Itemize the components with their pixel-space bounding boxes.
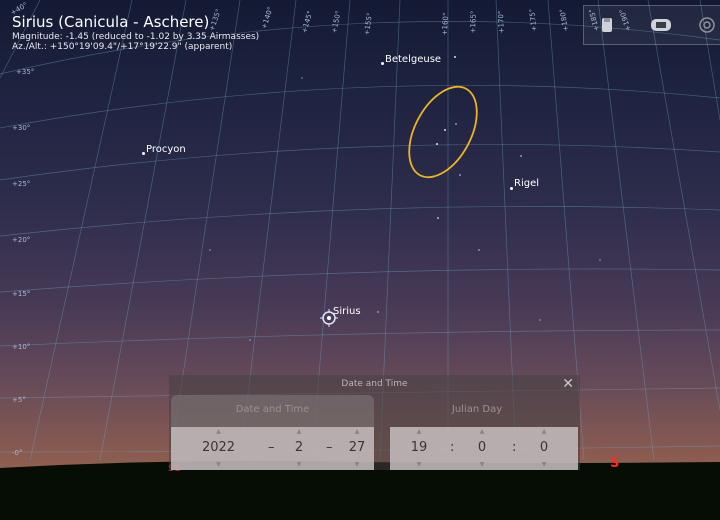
month-down-arrow-icon[interactable]: ▼ [296, 461, 302, 468]
second-up-arrow-icon[interactable]: ▲ [541, 428, 547, 435]
altitude-tick: +10° [12, 343, 31, 351]
day-value[interactable]: 27 [348, 440, 366, 455]
star-rigel[interactable] [510, 187, 513, 190]
object-info-panel: Sirius (Canicula - Aschere) Magnitude: -… [12, 12, 259, 52]
day-down-arrow-icon[interactable]: ▼ [354, 461, 360, 468]
date-spinbox-panel: ▲ 2022 ▼ – ▲ 2 ▼ – ▲ 27 ▼ [171, 427, 374, 470]
minute-value[interactable]: 0 [477, 440, 487, 455]
time-spinbox-panel: ▲ 19 ▼ : ▲ 0 ▼ : ▲ 0 ▼ [390, 427, 578, 470]
altitude-tick: -0° [12, 449, 23, 457]
azimuth-tick: +160° [440, 12, 451, 36]
landscape-ground [0, 460, 720, 520]
day-spinbox[interactable]: ▲ 27 ▼ [343, 427, 371, 470]
tab-julian-day[interactable]: Julian Day [451, 404, 503, 415]
dialog-title: Date and Time [341, 379, 408, 389]
hour-spinbox[interactable]: ▲ 19 ▼ [404, 427, 434, 470]
altitude-tick: +35° [16, 68, 35, 76]
star-label-procyon: Procyon [146, 144, 186, 155]
hour-down-arrow-icon[interactable]: ▼ [416, 461, 422, 468]
azimuth-tick: +170° [496, 10, 506, 34]
time-separator: : [512, 440, 517, 455]
star-label-sirius: Sirius [333, 306, 361, 317]
second-down-arrow-icon[interactable]: ▼ [541, 461, 547, 468]
minute-down-arrow-icon[interactable]: ▼ [479, 461, 485, 468]
object-azalt: Az./Alt.: +150°19'09.4"/+17°19'22.9" (ap… [12, 42, 233, 52]
month-value[interactable]: 2 [294, 440, 304, 455]
minute-spinbox[interactable]: ▲ 0 ▼ [470, 427, 494, 470]
year-down-arrow-icon[interactable]: ▼ [216, 461, 221, 468]
settings-icon[interactable] [692, 6, 720, 44]
month-spinbox[interactable]: ▲ 2 ▼ [285, 427, 313, 470]
year-value[interactable]: 2022 [201, 440, 236, 455]
altitude-tick: +25° [12, 180, 31, 188]
object-magnitude: Magnitude: -1.45 (reduced to -1.02 by 3.… [12, 32, 260, 42]
top-toolbar [583, 5, 720, 45]
day-up-arrow-icon[interactable]: ▲ [354, 428, 360, 435]
altitude-tick: +15° [12, 290, 31, 298]
cardinal-south: S [610, 456, 620, 471]
bookmark-icon[interactable] [592, 6, 622, 44]
date-time-dialog: Date and Time ✕ Date and Time Julian Day… [169, 375, 580, 470]
year-up-arrow-icon[interactable]: ▲ [216, 428, 221, 435]
time-separator: : [450, 440, 455, 455]
object-title: Sirius (Canicula - Aschere) [12, 13, 210, 31]
azimuth-tick: +165° [468, 10, 478, 34]
altitude-tick: +5° [12, 396, 26, 404]
date-separator: – [326, 440, 333, 455]
altitude-tick: +20° [12, 236, 31, 244]
date-separator: – [268, 440, 275, 455]
star-label-rigel: Rigel [514, 178, 540, 189]
second-spinbox[interactable]: ▲ 0 ▼ [532, 427, 556, 470]
star-betelgeuse[interactable] [381, 62, 384, 65]
year-spinbox[interactable]: ▲ 2022 ▼ [191, 427, 246, 470]
screen-icon[interactable] [646, 6, 676, 44]
second-value[interactable]: 0 [539, 440, 549, 455]
tab-date-and-time[interactable]: Date and Time [171, 395, 374, 427]
star-label-betelgeuse: Betelgeuse [385, 54, 442, 65]
selection-marker-icon [320, 309, 338, 327]
minute-up-arrow-icon[interactable]: ▲ [479, 428, 485, 435]
close-icon[interactable]: ✕ [562, 376, 574, 392]
hour-up-arrow-icon[interactable]: ▲ [416, 428, 422, 435]
month-up-arrow-icon[interactable]: ▲ [296, 428, 302, 435]
hour-value[interactable]: 19 [410, 440, 428, 455]
star-procyon[interactable] [142, 152, 145, 155]
highlight-ellipse [408, 85, 478, 179]
altitude-tick: +30° [12, 124, 31, 132]
